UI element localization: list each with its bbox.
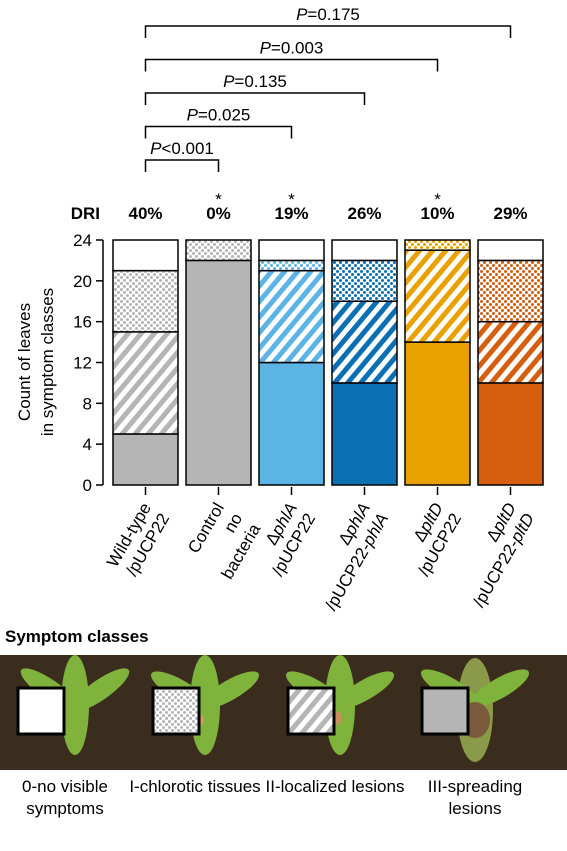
bar-segment	[258, 269, 325, 364]
x-tick-label: Wild-type/pUCP22	[103, 500, 173, 581]
legend-swatch	[286, 686, 336, 736]
p-value-label: P=0.003	[260, 39, 324, 58]
dri-title: DRI	[71, 204, 100, 223]
p-value-label: P<0.001	[150, 139, 214, 158]
legend-label: I-chlorotic tissues	[129, 777, 261, 796]
y-tick-label: 8	[83, 394, 92, 413]
x-tick-label: Controlnobacteria	[181, 499, 264, 582]
dri-label: 19%	[274, 204, 308, 223]
y-tick-label: 0	[83, 476, 92, 495]
legend-label: 0-no visible symptoms	[22, 777, 108, 818]
bar-segment	[258, 239, 325, 262]
legend-swatch	[420, 686, 470, 736]
bar-segment	[112, 331, 179, 435]
dri-label: 0%	[206, 204, 231, 223]
p-value-label: P=0.175	[296, 5, 360, 24]
y-tick-label: 16	[73, 313, 92, 332]
comparison-bracket	[144, 25, 512, 38]
y-tick-label: 20	[73, 272, 92, 291]
x-tick-label: ΔpltD/pUCP22-pltD	[451, 500, 538, 611]
dri-label: 29%	[493, 204, 527, 223]
comparison-bracket	[144, 92, 366, 105]
bar-segment	[331, 300, 398, 384]
bar-segment	[404, 341, 471, 486]
bar-segment	[258, 259, 325, 272]
bar-segment	[477, 259, 544, 323]
bar-segment	[112, 433, 179, 486]
bar-segment	[331, 382, 398, 486]
legend-title: Symptom classes	[5, 627, 149, 646]
y-tick-label: 12	[73, 354, 92, 373]
y-tick-label: 24	[73, 231, 92, 250]
photo-panel	[0, 655, 567, 770]
y-tick-label: 4	[83, 435, 92, 454]
bar-segment	[331, 239, 398, 262]
y-axis-label: Count of leaves	[15, 303, 34, 421]
significance-star: *	[434, 190, 441, 209]
x-tick-label: ΔphlA/pUCP22	[250, 500, 319, 580]
legend-label: II-localized lesions	[265, 777, 405, 796]
significance-star: *	[288, 190, 295, 209]
legend-label: III-spreading lesions	[427, 777, 523, 818]
bar-segment	[112, 269, 179, 333]
dri-label: 10%	[420, 204, 454, 223]
p-value-label: P=0.135	[223, 72, 287, 91]
comparison-bracket	[144, 58, 439, 72]
legend-swatch	[151, 686, 201, 736]
bar-segment	[404, 239, 471, 251]
bar-segment	[112, 239, 179, 272]
bar-segment	[477, 382, 544, 486]
dri-label: 26%	[347, 204, 381, 223]
bar-segment	[258, 361, 325, 486]
legend-swatch	[16, 686, 66, 736]
leaf	[200, 671, 260, 709]
bar-segment	[477, 320, 544, 384]
bar-segment	[404, 249, 471, 343]
x-tick-label: ΔpltD/pUCP22	[396, 500, 465, 580]
y-axis-label: in symptom classes	[38, 288, 57, 436]
leaf	[70, 668, 130, 712]
leaf	[335, 671, 395, 709]
bar-segment	[185, 259, 252, 486]
bar-segment	[185, 239, 252, 262]
bar-segment	[331, 259, 398, 302]
x-tick-label: ΔphlA/pUCP22-phlA	[303, 500, 392, 614]
dri-label: 40%	[128, 204, 162, 223]
leaf	[470, 669, 530, 707]
comparison-bracket	[144, 125, 293, 139]
bar-segment	[477, 239, 544, 262]
p-value-label: P=0.025	[187, 106, 251, 125]
comparison-bracket	[144, 159, 220, 172]
significance-star: *	[215, 190, 222, 209]
